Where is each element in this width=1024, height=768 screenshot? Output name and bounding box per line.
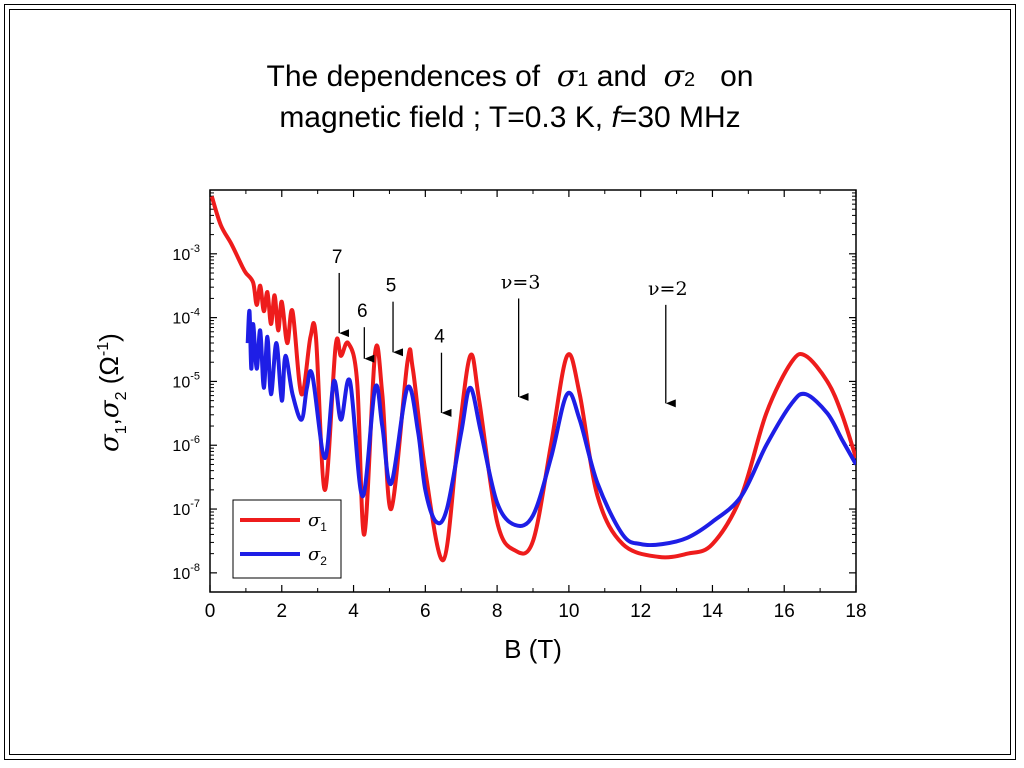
y-tick-label: 10-4 — [172, 307, 200, 328]
legend-label-sigma-1: σ1 — [308, 510, 327, 534]
y-tick-label: 10-8 — [172, 562, 200, 583]
y-label-close: ) — [94, 333, 124, 342]
slide-frame-inner — [9, 9, 1011, 755]
slide-frame-outer — [4, 4, 1016, 760]
annotation-label-6: ν=2 — [648, 278, 688, 300]
x-tick-label: 8 — [492, 601, 503, 622]
legend-sigma: σ — [308, 544, 321, 565]
series-line-sigma-1 — [210, 195, 856, 563]
annotation-label-3: 5 — [386, 276, 397, 297]
title-freq: =30 MHz — [619, 101, 741, 134]
y-tick-base: 10 — [172, 374, 190, 391]
legend-sub: 1 — [320, 520, 327, 534]
x-tick-label: 4 — [348, 601, 359, 622]
x-tick-label: 16 — [774, 601, 795, 622]
y-tick-base: 10 — [172, 438, 190, 455]
title-sigma-1: σ — [556, 59, 578, 94]
legend-label-sigma-2: σ2 — [308, 544, 327, 568]
y-tick-label: 10-3 — [172, 243, 200, 264]
legend-sub: 2 — [320, 554, 327, 568]
legend-sigma: σ — [308, 510, 321, 531]
x-axis-label: B (T) — [504, 634, 562, 664]
y-tick-exp: -5 — [190, 370, 200, 382]
y-tick-exp: -6 — [190, 434, 200, 446]
annotation-label-4: 4 — [434, 327, 445, 348]
y-label-sub-2: 2 — [113, 391, 130, 400]
y-tick-label: 10-6 — [172, 434, 200, 455]
y-label-sigma-1: σ — [95, 433, 125, 452]
y-tick-base: 10 — [172, 566, 190, 583]
y-tick-base: 10 — [172, 247, 190, 264]
title-line-1: The dependences of σ1 and σ2 on — [180, 58, 840, 99]
annotation-label-5: ν=3 — [501, 271, 541, 293]
title-sub-2: 2 — [683, 69, 696, 91]
y-label-unit: (Ω — [94, 356, 124, 391]
title-line-2: magnetic field ; T=0.3 K, f=30 MHz — [180, 99, 840, 137]
y-label-sigma-2: σ — [95, 399, 125, 418]
x-tick-label: 18 — [845, 601, 866, 622]
y-tick-label: 10-5 — [172, 370, 200, 391]
title-sigma-2: σ — [663, 59, 684, 94]
title-f: f — [611, 101, 620, 134]
y-label-sub-1: 1 — [113, 425, 130, 434]
y-tick-exp: -8 — [190, 562, 200, 574]
y-axis-label: σ1,σ2 (Ω-1) — [94, 333, 130, 452]
title-text-b: magnetic field ; T=0.3 K, — [279, 101, 604, 134]
y-tick-exp: -4 — [190, 307, 200, 319]
title-text-a: The dependences of — [266, 60, 541, 93]
series-line-sigma-2 — [245, 309, 856, 548]
legend-box — [232, 499, 342, 579]
x-tick-label: 2 — [276, 601, 287, 622]
y-tick-base: 10 — [172, 502, 190, 519]
x-tick-label: 6 — [420, 601, 431, 622]
y-label-comma: , — [94, 418, 124, 425]
y-tick-exp: -3 — [190, 243, 200, 255]
y-tick-base: 10 — [172, 311, 190, 328]
y-tick-label: 10-7 — [172, 498, 200, 519]
x-tick-label: 10 — [558, 601, 579, 622]
y-label-exp: -1 — [95, 342, 112, 356]
x-tick-label: 0 — [205, 601, 216, 622]
annotation-label-1: 7 — [332, 247, 343, 268]
title-on: on — [720, 60, 754, 93]
chart-title: The dependences of σ1 and σ2 on magnetic… — [180, 58, 840, 137]
x-tick-label: 12 — [630, 601, 651, 622]
title-and: and — [596, 60, 647, 93]
annotation-label-2: 6 — [357, 301, 368, 322]
x-tick-label: 14 — [702, 601, 724, 622]
y-tick-exp: -7 — [190, 498, 200, 510]
title-sub-1: 1 — [577, 69, 589, 91]
